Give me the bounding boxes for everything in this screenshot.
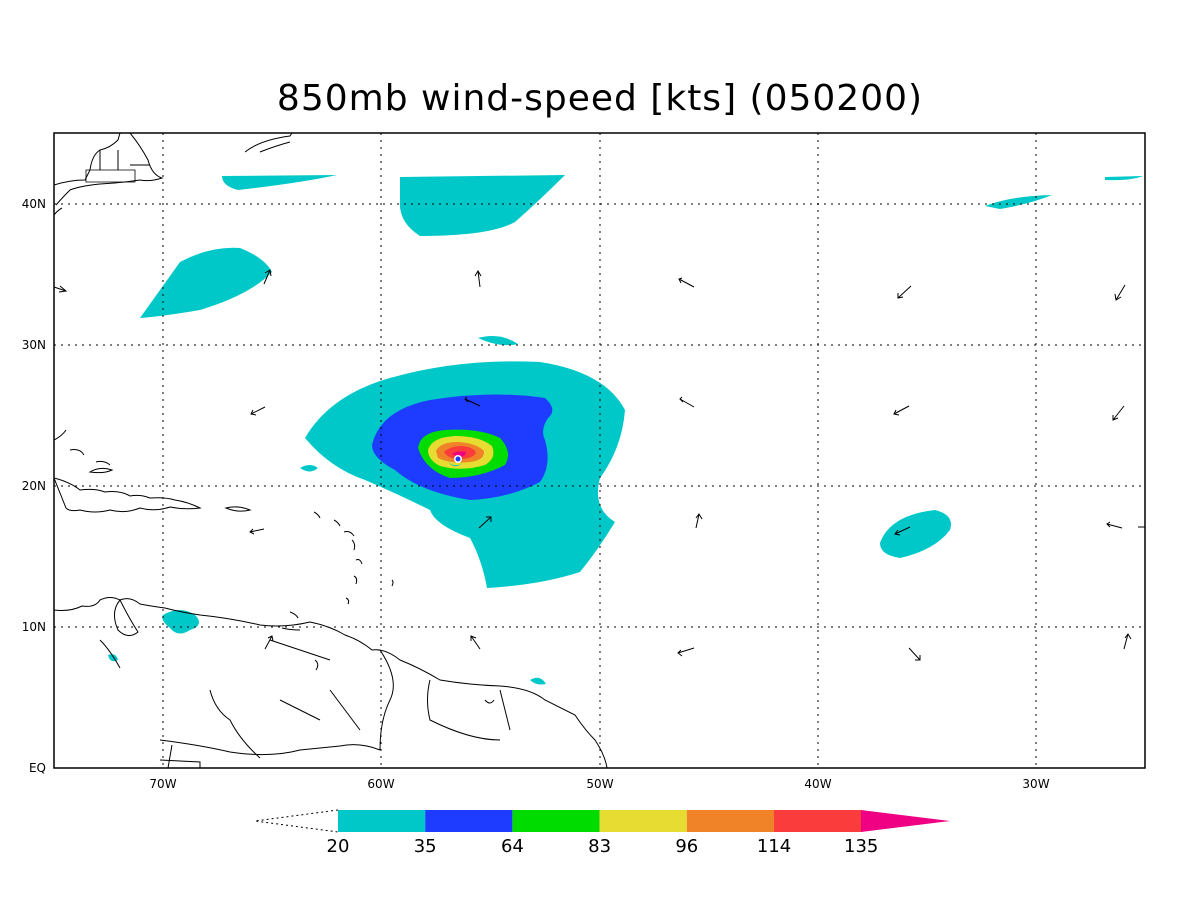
- wind-region-20: [300, 465, 318, 472]
- wind-region-20: [880, 510, 951, 558]
- wind-speed-shading: [108, 175, 1143, 685]
- x-tick-label: 30W: [1022, 777, 1049, 791]
- colorbar-segment: [774, 810, 862, 832]
- coastline-north-america: [54, 133, 164, 216]
- wind-region-20: [985, 195, 1052, 209]
- wind-region-20: [222, 175, 337, 190]
- wind-region-20: [140, 247, 272, 318]
- x-tick-label: 60W: [367, 777, 394, 791]
- colorbar-label: 35: [414, 836, 437, 857]
- wind-arrow: [897, 285, 912, 299]
- colorbar-segment: [686, 810, 774, 832]
- x-tick-label: 40W: [804, 777, 831, 791]
- wind-arrow: [908, 647, 921, 661]
- colorbar-segment: [512, 810, 600, 832]
- colorbar-segment: [599, 810, 687, 832]
- wind-arrow: [53, 285, 68, 293]
- coastline-south-america: [54, 597, 608, 768]
- plot-frame: [53, 132, 1146, 769]
- wind-arrow: [678, 277, 695, 288]
- wind-region-20: [399, 175, 565, 236]
- wind-arrow: [1112, 405, 1125, 421]
- coastlines: [54, 133, 608, 768]
- coastline-caribbean-islands: [54, 477, 202, 513]
- colorbar-label: 135: [844, 836, 878, 857]
- x-tick-labels: 70W 60W 50W 40W 30W: [149, 777, 1049, 791]
- wind-region-20: [1105, 176, 1143, 181]
- wind-region-20: [478, 336, 518, 346]
- x-tick-label: 70W: [149, 777, 176, 791]
- colorbar: 20 35 64 83 96 114 135: [254, 809, 950, 857]
- map-title: 850mb wind-speed [kts] (050200): [276, 78, 924, 119]
- wind-arrow: [893, 405, 910, 416]
- colorbar-label: 96: [675, 836, 698, 857]
- wind-arrow: [264, 635, 274, 650]
- wind-arrow: [470, 635, 481, 650]
- wind-region-20: [108, 654, 118, 662]
- wind-arrow: [263, 269, 272, 285]
- wind-arrow: [679, 396, 695, 408]
- wind-arrow: [474, 270, 482, 288]
- wind-arrow: [464, 396, 481, 407]
- colorbar-label: 83: [588, 836, 611, 857]
- wind-arrow: [695, 513, 703, 529]
- wind-region-20: [162, 610, 199, 634]
- y-tick-label: 20N: [22, 479, 46, 493]
- wind-arrow: [250, 406, 266, 416]
- colorbar-label: 114: [757, 836, 791, 857]
- colorbar-segment: [338, 810, 426, 832]
- colorbar-label: 20: [327, 836, 350, 857]
- x-tick-label: 50W: [586, 777, 613, 791]
- wind-vectors: [53, 269, 1145, 661]
- map-grid: [54, 133, 1145, 768]
- colorbar-label: 64: [501, 836, 524, 857]
- wind-arrow: [894, 526, 911, 536]
- wind-arrow: [1106, 521, 1123, 529]
- y-tick-label: EQ: [29, 761, 46, 775]
- colorbar-high-triangle: [861, 810, 950, 832]
- wind-arrow: [478, 516, 492, 529]
- colorbar-segment: [425, 810, 513, 832]
- colorbar-low-triangle: [254, 809, 339, 833]
- y-tick-label: 30N: [22, 338, 46, 352]
- wind-region-20: [530, 677, 546, 685]
- wind-arrow: [249, 528, 265, 535]
- y-tick-label: 10N: [22, 620, 46, 634]
- y-tick-labels: EQ 10N 20N 30N 40N: [22, 197, 46, 775]
- wind-arrow: [677, 647, 695, 657]
- y-tick-label: 40N: [22, 197, 46, 211]
- wind-region-135: [452, 451, 466, 457]
- wind-arrow: [1114, 284, 1126, 301]
- wind-arrow: [1123, 633, 1132, 650]
